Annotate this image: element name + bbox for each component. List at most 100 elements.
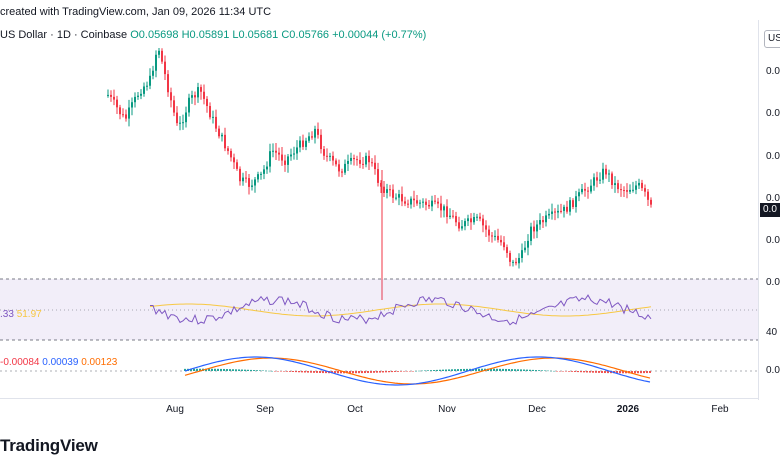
macd-hist-bar xyxy=(199,368,201,371)
price-label: 0.0 xyxy=(766,235,780,246)
macd-hist-bar xyxy=(478,368,480,371)
macd-hist-bar xyxy=(226,369,228,371)
candle-body xyxy=(623,190,625,192)
candle-body xyxy=(434,200,436,202)
macd-hist-bar xyxy=(595,371,597,373)
candle-body xyxy=(275,150,277,153)
macd-hist-bar xyxy=(577,371,579,373)
candle-body xyxy=(452,215,454,217)
macd-hist-bar xyxy=(409,371,411,372)
macd-hist-bar xyxy=(295,371,297,373)
candle-body xyxy=(299,140,301,148)
candle-body xyxy=(176,112,178,124)
macd-hist-bar xyxy=(238,369,240,371)
time-label-sep: Sep xyxy=(256,404,274,415)
macd-hist-bar xyxy=(604,371,606,374)
candle-body xyxy=(584,188,586,191)
tradingview-logo[interactable]: TradingView xyxy=(0,436,98,456)
candle-body xyxy=(470,218,472,223)
time-label-oct: Oct xyxy=(347,404,363,415)
candle-body xyxy=(437,201,439,204)
candle-body xyxy=(524,247,526,251)
candle-body xyxy=(386,189,388,193)
currency-button[interactable]: US xyxy=(764,30,780,48)
candle-body xyxy=(611,173,613,185)
macd-hist-bar xyxy=(586,371,588,373)
candle-body xyxy=(131,102,133,108)
macd-hist-bar xyxy=(271,370,273,372)
candle-body xyxy=(635,185,637,190)
macd-hist-bar xyxy=(268,370,270,372)
candle-body xyxy=(281,154,283,161)
macd-hist-bar xyxy=(622,371,624,374)
candle-body xyxy=(557,210,559,213)
rsi-line xyxy=(150,294,652,326)
macd-hist-bar xyxy=(562,371,564,372)
macd-hist-bar xyxy=(229,369,231,371)
candle-body xyxy=(485,225,487,230)
candle-body xyxy=(395,197,397,199)
macd-hist-bar xyxy=(307,371,309,373)
candle-body xyxy=(224,134,226,149)
macd-hist-bar xyxy=(553,370,555,372)
candle-body xyxy=(290,154,292,157)
price-label: 0.0 xyxy=(766,277,780,288)
candle-body xyxy=(311,136,313,138)
macd-hist-bar xyxy=(631,371,633,374)
candle-body xyxy=(209,106,211,118)
candle-body xyxy=(356,159,358,161)
candle-body xyxy=(545,215,547,223)
macd-hist-bar xyxy=(412,371,414,372)
time-axis[interactable] xyxy=(0,398,758,421)
macd-hist-bar xyxy=(463,368,465,371)
candle-body xyxy=(143,86,145,94)
price-chart[interactable] xyxy=(0,20,780,400)
macd-hist-bar xyxy=(256,370,258,371)
macd-hist-bar xyxy=(373,371,375,373)
candle-body xyxy=(509,252,511,262)
ohlc-open: O0.05698 xyxy=(130,29,179,41)
macd-hist-bar xyxy=(514,369,516,371)
candle-body xyxy=(362,163,364,165)
macd-hist-bar xyxy=(451,369,453,371)
candle-body xyxy=(587,190,589,192)
ohlc-close: C0.05766 xyxy=(281,29,330,41)
candle-body xyxy=(359,159,361,164)
symbol-name[interactable]: US Dollar · 1D · Coinbase xyxy=(0,29,128,41)
candle-body xyxy=(461,226,463,229)
candle-body xyxy=(107,94,109,96)
time-label-2026: 2026 xyxy=(616,404,640,415)
candle-body xyxy=(206,98,208,107)
macd-hist-bar xyxy=(454,369,456,371)
macd-hist-bar xyxy=(538,370,540,371)
macd-hist-bar xyxy=(430,370,432,371)
candle-body xyxy=(515,261,517,264)
candle-body xyxy=(257,174,259,180)
candle-body xyxy=(422,201,424,203)
macd-hist-bar xyxy=(496,368,498,371)
macd-hist-bar xyxy=(460,369,462,371)
candle-body xyxy=(401,194,403,202)
candle-body xyxy=(203,91,205,99)
ohlc-low: L0.05681 xyxy=(232,29,279,41)
macd-hist-bar xyxy=(511,369,513,371)
macd-hist-bar xyxy=(637,371,639,374)
candle-body xyxy=(161,50,163,62)
candle-body xyxy=(560,210,562,212)
macd-hist-bar xyxy=(316,371,318,373)
ohlc-change: +0.00044 (+0.77%) xyxy=(332,29,427,41)
macd-signal-value: 0.00123 xyxy=(81,357,118,368)
macd-hist-bar xyxy=(358,371,360,374)
rsi-axis-label: 40 xyxy=(766,327,778,338)
macd-hist-bar xyxy=(364,371,366,374)
macd-hist-bar xyxy=(589,371,591,373)
candle-body xyxy=(119,107,121,115)
candle-body xyxy=(572,200,574,207)
macd-hist-bar xyxy=(502,368,504,371)
macd-histogram xyxy=(184,368,651,374)
candle-body xyxy=(389,189,391,191)
candle-body xyxy=(197,87,199,98)
macd-hist-bar xyxy=(532,369,534,371)
macd-hist-bar xyxy=(493,368,495,371)
candle-body xyxy=(566,206,568,212)
